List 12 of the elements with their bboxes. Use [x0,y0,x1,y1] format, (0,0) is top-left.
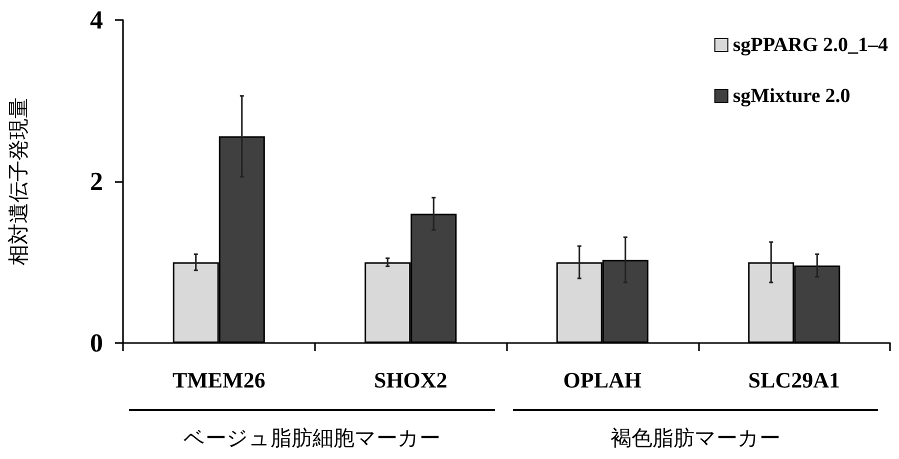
x-tick-label: SLC29A1 [748,368,840,392]
y-tick-label: 0 [90,328,103,358]
x-tick-label: TMEM26 [172,368,266,392]
legend-label: sgMixture 2.0 [732,85,850,107]
y-axis-title: 相対遺伝子発現量 [6,98,30,266]
text: 褐色脂肪マーカー [610,425,780,452]
x-tick-label: OPLAH [563,368,642,392]
x-tick-label: SHOX2 [374,368,448,392]
text: ベージュ脂肪細胞マーカー [183,425,440,452]
legend-label: sgPPARG 2.0_1–4 [732,34,888,56]
y-tick-label: 4 [90,6,103,34]
y-tick-label: 2 [90,167,103,196]
